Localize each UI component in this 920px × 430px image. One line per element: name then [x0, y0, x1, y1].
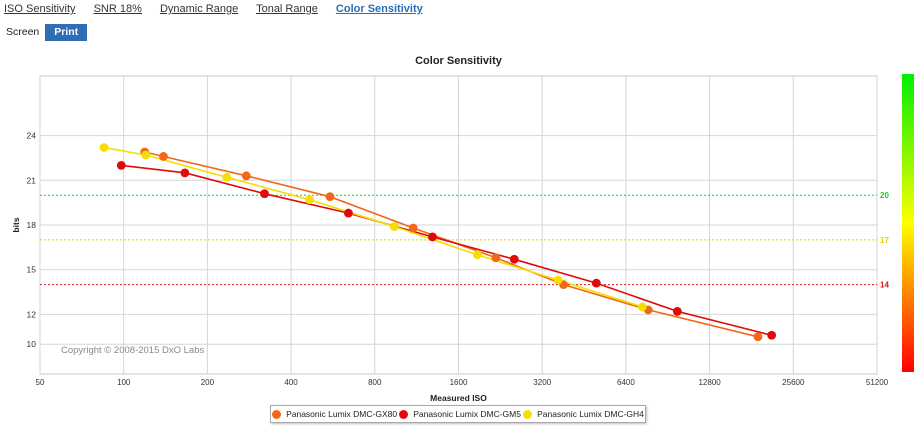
reference-line-label: 14: [880, 281, 889, 290]
x-tick-label: 200: [201, 378, 215, 387]
data-point: [260, 189, 269, 199]
data-point: [753, 332, 763, 342]
data-point: [408, 223, 418, 233]
legend-marker: [272, 409, 282, 419]
data-point: [180, 168, 190, 178]
legend-marker: [523, 409, 533, 419]
legend-marker: [399, 409, 409, 419]
data-point: [305, 195, 314, 205]
data-point: [116, 161, 126, 170]
x-tick-label: 1600: [450, 378, 468, 387]
view-toggle: Screen Print: [0, 24, 88, 42]
x-axis-label: Measured ISO: [430, 393, 487, 402]
x-tick-label: 100: [117, 378, 131, 387]
data-point: [389, 222, 399, 231]
y-tick-label: 18: [27, 220, 37, 230]
legend-item[interactable]: Panasonic Lumix DMC-GH4: [523, 409, 644, 419]
data-point: [672, 307, 682, 316]
color-scale-bar: [902, 74, 914, 372]
data-point: [99, 143, 109, 152]
x-tick-label: 6400: [617, 378, 635, 387]
data-point: [344, 208, 353, 218]
x-tick-label: 25600: [782, 378, 805, 387]
data-point: [428, 232, 437, 242]
data-point: [241, 171, 251, 181]
x-tick-label: 3200: [533, 378, 551, 387]
data-point: [637, 302, 647, 312]
data-point: [491, 253, 501, 263]
y-tick-label: 15: [27, 265, 37, 275]
data-point: [141, 150, 151, 160]
data-point: [767, 330, 777, 340]
data-point: [159, 152, 168, 161]
y-tick-label: 21: [27, 175, 37, 185]
x-tick-label: 400: [284, 378, 298, 387]
tab-dynamic-range[interactable]: Dynamic Range: [159, 3, 239, 15]
reference-line-label: 17: [880, 236, 889, 245]
data-point: [553, 275, 563, 285]
legend-label: Panasonic Lumix DMC-GM5: [413, 409, 521, 419]
tab-tonal-range[interactable]: Tonal Range: [256, 3, 318, 15]
color-sensitivity-chart: 50 100 200 400 800 1600 3200 6400 12800 25600 5120…: [11, 55, 914, 402]
x-tick-label: 50: [36, 378, 45, 387]
chart-title: Color Sensitivity: [415, 55, 503, 67]
x-tick-label: 12800: [698, 378, 721, 387]
copyright-text: Copyright © 2008-2015 DxO Labs: [61, 345, 204, 356]
data-point: [509, 254, 519, 264]
reference-line-label: 20: [880, 191, 889, 200]
legend-item[interactable]: Panasonic Lumix DMC-GX80: [272, 409, 397, 419]
legend-label: Panasonic Lumix DMC-GX80: [286, 409, 398, 419]
measurement-tabs: ISO Sensitivity SNR 18% Dynamic Range To…: [4, 3, 438, 19]
x-tick-label: 51200: [866, 378, 889, 387]
y-tick-label: 12: [27, 309, 37, 319]
chart-legend: Panasonic Lumix DMC-GX80 Panasonic Lumix …: [270, 405, 646, 423]
screen-button[interactable]: Screen: [0, 24, 46, 41]
tab-color-sensitivity[interactable]: Color Sensitivity: [335, 3, 423, 15]
y-tick-label: 10: [27, 339, 37, 349]
data-point: [472, 250, 482, 260]
tab-iso-sensitivity[interactable]: ISO Sensitivity: [4, 3, 76, 15]
data-point: [222, 172, 232, 182]
data-point: [591, 278, 601, 288]
x-tick-label: 800: [368, 378, 382, 387]
legend-label: Panasonic Lumix DMC-GH4: [537, 409, 644, 419]
y-tick-label: 24: [27, 131, 37, 141]
print-button[interactable]: Print: [45, 24, 88, 41]
y-axis-label: bits: [11, 217, 21, 232]
data-point: [325, 192, 335, 202]
legend-item[interactable]: Panasonic Lumix DMC-GM5: [399, 409, 521, 419]
tab-snr-18[interactable]: SNR 18%: [93, 3, 142, 15]
